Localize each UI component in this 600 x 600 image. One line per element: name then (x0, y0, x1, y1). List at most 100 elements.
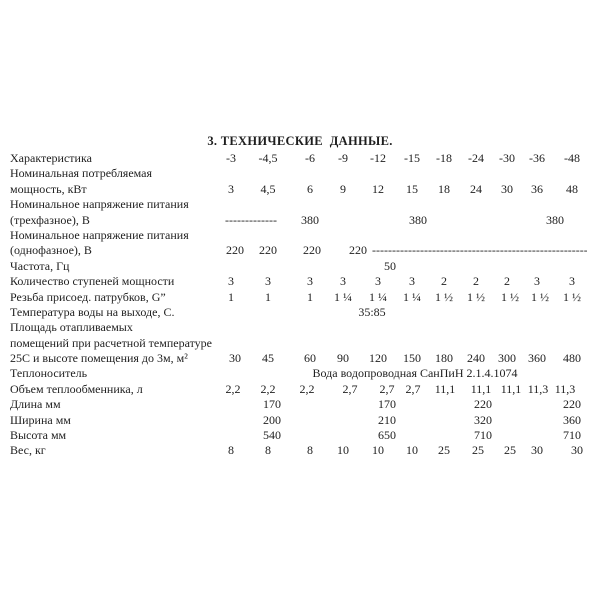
table-cell: 210 (378, 412, 396, 427)
column-header: -12 (370, 151, 386, 165)
table-cell: 30 (229, 351, 241, 366)
table-cell: 180 (435, 351, 453, 366)
table-cell: 2 (504, 274, 510, 289)
table-row-area: 25С и высоте помещения до 3м, м² 30 45 6… (10, 351, 590, 366)
table-cell: 11,1 (470, 381, 492, 396)
table-cell: 240 (467, 351, 485, 366)
row-label: Площадь отапливаемых (10, 320, 133, 335)
table-cell: 36 (531, 181, 543, 196)
table-row-thread: Резьба присоед. патрубков, G” 1 1 1 1 ¼ … (10, 290, 590, 305)
table-cell: 1 (228, 289, 234, 304)
table-cell: 360 (563, 412, 581, 427)
table-row-steps: Количество ступеней мощности 3 3 3 3 3 3… (10, 274, 590, 289)
table-cell: 11,3 (527, 381, 549, 396)
table-cell: 8 (228, 443, 234, 458)
column-header: -6 (305, 151, 315, 165)
column-header: -3 (226, 151, 236, 165)
table-cell: 2,7 (405, 381, 421, 396)
table-header-row: Характеристика -3 -4,5 -6 -9 -12 -15 -18… (10, 151, 590, 166)
table-cell: 30 (501, 181, 513, 196)
table-cell: 1 (265, 289, 271, 304)
table-cell: 480 (563, 351, 581, 366)
row-label: Ширина мм (10, 412, 71, 427)
table-row-width: Ширина мм 200 210 320 360 (10, 413, 590, 428)
table-cell: 3 (569, 274, 575, 289)
table-cell: 25 (504, 443, 516, 458)
table-cell: 220 (259, 243, 277, 258)
table-cell: 650 (378, 428, 396, 443)
table-row-frequency: Частота, Гц 50 (10, 259, 590, 274)
table-cell: 220 (563, 397, 581, 412)
table-cell: 170 (263, 397, 281, 412)
row-label: Температура воды на выходе, С. (10, 304, 175, 319)
table-cell: 3 (265, 274, 271, 289)
table-row-area-label2: помещений при расчетной температуре (10, 336, 590, 351)
row-label: помещений при расчетной температуре (10, 335, 212, 350)
column-header: -15 (404, 151, 420, 165)
table-cell: 50 (384, 258, 396, 273)
table-cell: 2,7 (342, 381, 358, 396)
table-cell: 1 (307, 289, 313, 304)
table-cell: 48 (566, 181, 578, 196)
table-cell: 10 (372, 443, 384, 458)
table-cell: 360 (528, 351, 546, 366)
table-cell: 3 (228, 274, 234, 289)
table-cell: 1 ¼ (369, 289, 387, 304)
table-cell: 710 (563, 428, 581, 443)
table-cell: 9 (340, 181, 346, 196)
table-row-voltage1: (однофазное), В 220 220 220 220 --------… (10, 243, 590, 258)
table-cell: 1 ½ (435, 289, 453, 304)
row-label: 25С и высоте помещения до 3м, м² (10, 351, 188, 366)
table-cell: 15 (406, 181, 418, 196)
column-header: -9 (338, 151, 348, 165)
table-row-water-temp: Температура воды на выходе, С. 35:85 (10, 305, 590, 320)
table-cell: 170 (378, 397, 396, 412)
table-cell: 1 ½ (531, 289, 549, 304)
row-label: Теплоноситель (10, 366, 88, 381)
table-cell: 150 (403, 351, 421, 366)
table-cell: 2,7 (379, 381, 395, 396)
table-cell: 10 (406, 443, 418, 458)
table-cell: Вода водопроводная СанПиН 2.1.4.1074 (312, 366, 518, 381)
column-header: -48 (564, 151, 580, 165)
row-label: (трехфазное), В (10, 212, 90, 227)
table-cell: 2,2 (225, 381, 241, 396)
table-row-length: Длина мм 170 170 220 220 (10, 397, 590, 412)
column-header: -24 (468, 151, 484, 165)
table-cell: 1 ½ (501, 289, 519, 304)
row-label: Высота мм (10, 428, 67, 443)
table-cell: 220 (303, 243, 321, 258)
table-cell: 1 ½ (563, 289, 581, 304)
table-cell: 300 (498, 351, 516, 366)
table-cell-dashes: ----------------------------------------… (372, 243, 587, 258)
table-cell: 24 (470, 181, 482, 196)
table-cell: 710 (474, 428, 492, 443)
table-cell: 25 (438, 443, 450, 458)
table-row-power: мощность, кВт 3 4,5 6 9 12 15 18 24 30 3… (10, 182, 590, 197)
table-cell: 60 (304, 351, 316, 366)
table-cell: 320 (474, 412, 492, 427)
table-cell: 11,3 (554, 381, 576, 396)
table-cell: 2,2 (260, 381, 276, 396)
table-cell: 30 (571, 443, 583, 458)
table-row-voltage3-label: Номинальное напряжение питания (10, 197, 590, 212)
table-row-voltage1-label: Номинальное напряжение питания (10, 228, 590, 243)
table-cell: 540 (263, 428, 281, 443)
table-row-weight: Вес, кг 8 8 8 10 10 10 25 25 25 30 30 (10, 443, 590, 458)
row-label: Резьба присоед. патрубков, G” (10, 289, 166, 304)
table-cell: 25 (472, 443, 484, 458)
table-cell: 4,5 (260, 181, 276, 196)
table-cell: 380 (409, 212, 427, 227)
table-cell: 220 (226, 243, 244, 258)
row-label: Номинальное напряжение питания (10, 197, 189, 212)
table-cell: 1 ¼ (334, 289, 352, 304)
table-cell: 35:85 (358, 304, 386, 319)
spec-table: Характеристика -3 -4,5 -6 -9 -12 -15 -18… (10, 151, 590, 459)
row-label: мощность, кВт (10, 181, 87, 196)
table-cell: 220 (349, 243, 367, 258)
table-row-coolant: Теплоноситель Вода водопроводная СанПиН … (10, 366, 590, 381)
table-cell: 3 (534, 274, 540, 289)
table-row-area-label1: Площадь отапливаемых (10, 320, 590, 335)
row-label: Вес, кг (10, 443, 46, 458)
